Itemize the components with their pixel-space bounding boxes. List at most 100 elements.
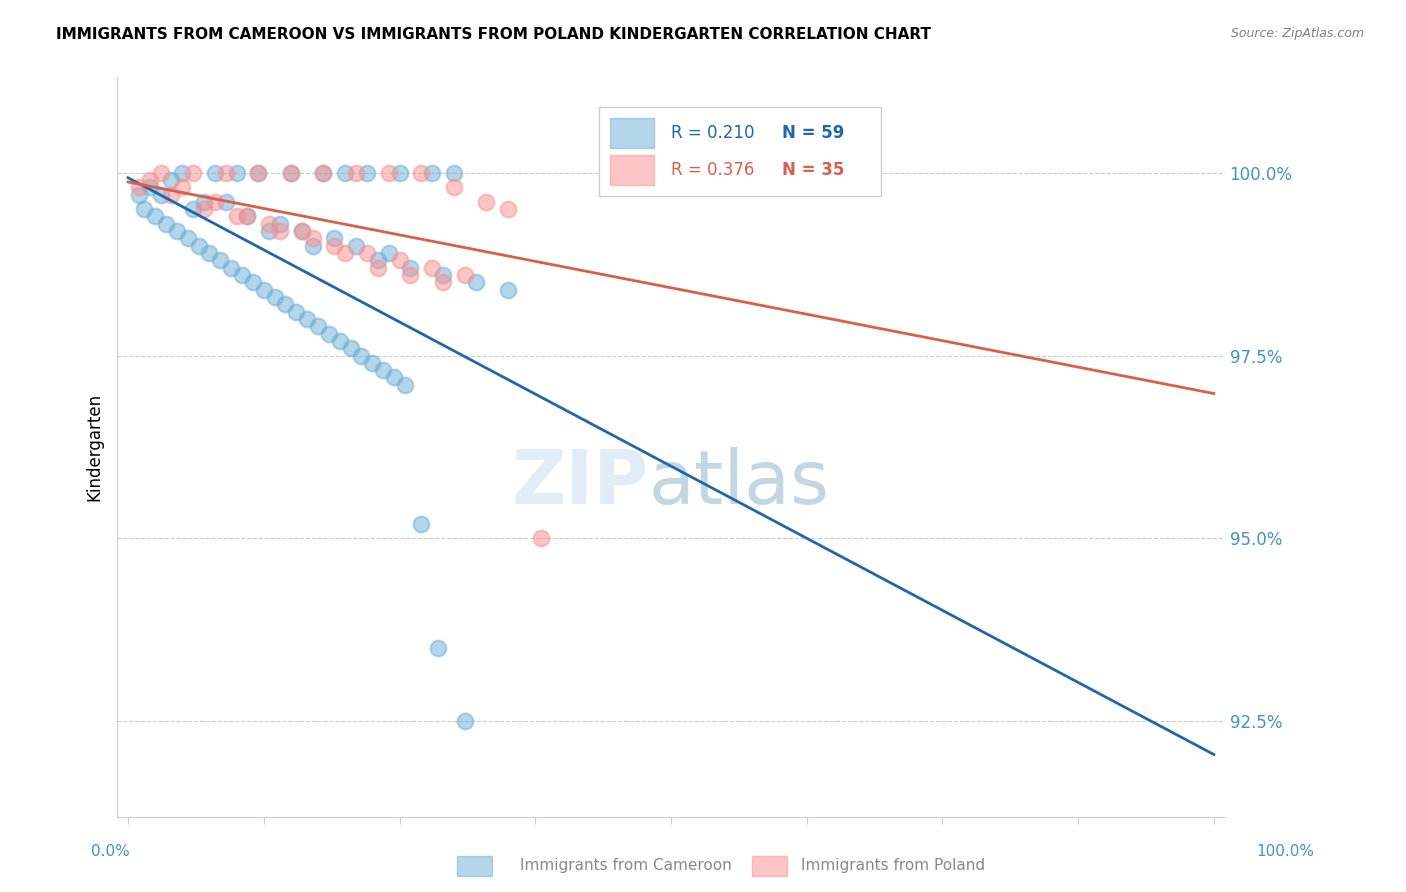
Text: Source: ZipAtlas.com: Source: ZipAtlas.com — [1230, 27, 1364, 40]
Point — [356, 165, 378, 179]
Point — [204, 165, 226, 179]
Y-axis label: Kindergarten: Kindergarten — [86, 392, 103, 501]
Point — [312, 165, 335, 179]
Point — [128, 180, 150, 194]
Point — [367, 253, 389, 268]
Point — [225, 210, 247, 224]
Point — [411, 165, 433, 179]
Point — [181, 165, 204, 179]
Point — [253, 283, 276, 297]
Point — [242, 276, 264, 290]
Point — [399, 260, 422, 275]
Text: Immigrants from Cameroon: Immigrants from Cameroon — [520, 858, 733, 872]
Point — [280, 165, 302, 179]
Point — [301, 231, 323, 245]
Point — [388, 165, 411, 179]
Point — [172, 165, 194, 179]
Point — [335, 165, 357, 179]
Point — [344, 239, 367, 253]
Point — [257, 224, 280, 238]
Point — [280, 165, 302, 179]
Point — [367, 260, 389, 275]
Bar — [610, 155, 654, 185]
Point — [215, 165, 238, 179]
Point — [307, 319, 329, 334]
Text: R = 0.376: R = 0.376 — [671, 161, 755, 178]
Point — [149, 165, 172, 179]
Bar — [610, 118, 654, 148]
Point — [453, 714, 475, 729]
Point — [193, 202, 215, 216]
FancyBboxPatch shape — [599, 107, 882, 195]
Point — [139, 173, 162, 187]
Text: atlas: atlas — [648, 448, 830, 520]
Point — [318, 326, 340, 341]
Point — [344, 165, 367, 179]
Point — [530, 532, 553, 546]
Point — [496, 202, 519, 216]
Point — [453, 268, 475, 282]
Point — [134, 202, 156, 216]
Point — [166, 224, 188, 238]
Text: 100.0%: 100.0% — [1257, 845, 1315, 859]
Point — [399, 268, 422, 282]
Point — [443, 180, 465, 194]
Point — [269, 217, 291, 231]
Point — [377, 165, 399, 179]
Point — [257, 217, 280, 231]
Point — [247, 165, 270, 179]
Point — [388, 253, 411, 268]
Text: N = 35: N = 35 — [782, 161, 844, 178]
Point — [269, 224, 291, 238]
Point — [420, 260, 443, 275]
Point — [323, 239, 346, 253]
Point — [187, 239, 209, 253]
Point — [394, 377, 416, 392]
Point — [496, 283, 519, 297]
Point — [291, 224, 314, 238]
Point — [443, 165, 465, 179]
Point — [172, 180, 194, 194]
Point — [714, 165, 737, 179]
Text: N = 59: N = 59 — [782, 124, 844, 142]
Point — [291, 224, 314, 238]
Point — [181, 202, 204, 216]
Point — [329, 334, 352, 348]
Point — [236, 210, 259, 224]
Point — [420, 165, 443, 179]
Text: 0.0%: 0.0% — [91, 845, 131, 859]
Point — [426, 641, 449, 656]
Point — [312, 165, 335, 179]
Point — [263, 290, 285, 304]
Point — [204, 194, 226, 209]
Point — [323, 231, 346, 245]
Point — [361, 356, 384, 370]
Text: R = 0.210: R = 0.210 — [671, 124, 755, 142]
Point — [219, 260, 242, 275]
Point — [411, 516, 433, 531]
Point — [350, 349, 373, 363]
Point — [198, 246, 221, 260]
Point — [285, 304, 308, 318]
Point — [215, 194, 238, 209]
Point — [231, 268, 253, 282]
Text: IMMIGRANTS FROM CAMEROON VS IMMIGRANTS FROM POLAND KINDERGARTEN CORRELATION CHAR: IMMIGRANTS FROM CAMEROON VS IMMIGRANTS F… — [56, 27, 931, 42]
Text: ZIP: ZIP — [512, 448, 648, 520]
Point — [160, 173, 183, 187]
Point — [432, 276, 454, 290]
Point — [193, 194, 215, 209]
Point — [373, 363, 395, 377]
Point — [139, 180, 162, 194]
Point — [143, 210, 166, 224]
Point — [128, 187, 150, 202]
Point — [356, 246, 378, 260]
Point — [432, 268, 454, 282]
Point — [149, 187, 172, 202]
Point — [382, 370, 405, 384]
Point — [236, 210, 259, 224]
Point — [177, 231, 200, 245]
Point — [274, 297, 297, 311]
Point — [377, 246, 399, 260]
Point — [295, 312, 318, 326]
Point — [225, 165, 247, 179]
